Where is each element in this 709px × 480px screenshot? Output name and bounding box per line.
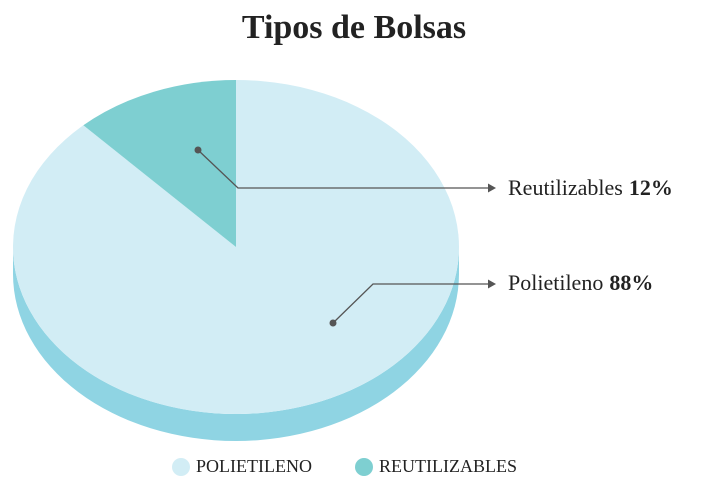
callout-dot (194, 146, 202, 154)
data-label: Reutilizables 12% (508, 175, 673, 200)
callout-arrow (488, 279, 496, 289)
callout-line (197, 149, 488, 189)
callout-line (332, 283, 488, 324)
callout-dot (329, 319, 337, 327)
legend-label: REUTILIZABLES (379, 456, 517, 476)
legend-swatch (172, 458, 190, 476)
pie-side (13, 247, 459, 441)
data-label-name: Reutilizables (508, 175, 623, 200)
pie-slice (83, 80, 236, 247)
data-label-value: 88% (609, 270, 653, 295)
data-label-value: 12% (629, 175, 673, 200)
data-label-name: Polietileno (508, 270, 603, 295)
legend-swatch (355, 458, 373, 476)
data-label: Polietileno 88% (508, 270, 653, 295)
callout-arrow (488, 183, 496, 193)
chart-title: Tipos de Bolsas (242, 9, 466, 46)
legend-label: POLIETILENO (196, 456, 312, 476)
